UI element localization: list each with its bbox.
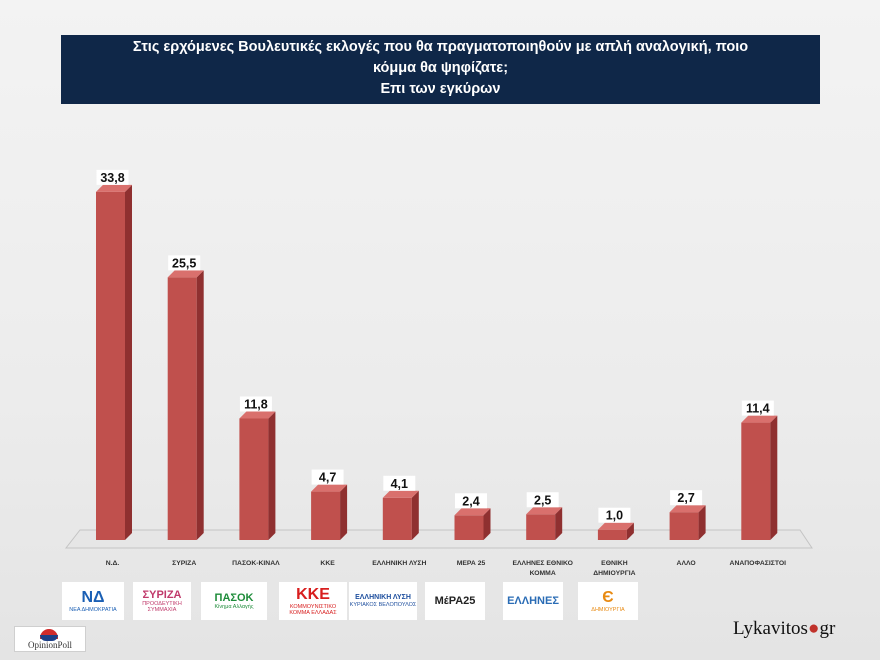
category-label-2: ΠΑΣΟΚ-ΚΙΝΑΛ xyxy=(232,560,280,567)
bar-8 xyxy=(669,512,699,540)
syriza-logo-text: ΠΡΟΟΔΕΥΤΙΚΗ ΣΥΜΜΑΧΙΑ xyxy=(142,601,182,614)
elliniki-lysi-logo-text: ΚΥΡΙΑΚΟΣ ΒΕΛΟΠΟΥΛΟΣ xyxy=(349,601,417,608)
opinionpoll-emblem-lower xyxy=(40,635,58,641)
bar-side-5 xyxy=(483,508,491,540)
bar-5 xyxy=(454,515,484,540)
dimiourgia-logo-text: ΔΗΜΙΟΥΡΓΙΑ xyxy=(591,606,625,613)
bar-0 xyxy=(96,191,125,541)
bar-side-2 xyxy=(268,411,276,540)
bar-top-3 xyxy=(311,484,348,492)
opinionpoll-logo: OpinionPoll xyxy=(14,626,86,652)
data-label-4: 4,1 xyxy=(391,477,408,491)
dimiourgia-logo: Є ΔΗΜΙΟΥΡΓΙΑ xyxy=(578,582,638,620)
brand-tld: gr xyxy=(819,618,836,639)
nd-logo-icon: ΝΔ xyxy=(81,589,105,607)
data-label-bg-6 xyxy=(526,492,559,508)
brand-dot: ● xyxy=(807,618,820,639)
title-line-2: κόμμα θα ψηφίζατε; xyxy=(372,60,509,76)
opinionpoll-emblem-icon xyxy=(40,629,58,639)
data-label-2: 11,8 xyxy=(244,397,268,411)
category-label-6-0: ΕΛΛΗΝΕΣ ΕΘΝΙΚΟ xyxy=(512,560,572,567)
category-label-5: ΜΕΡΑ 25 xyxy=(457,560,486,567)
kke-logo-icon: ΚΚΕ xyxy=(296,586,330,604)
pasok-logo-text: Κίνημα Αλλαγής xyxy=(214,604,254,611)
category-label-7-1: ΔΗΜΙΟΥΡΓΙΑ xyxy=(593,570,635,577)
bar-side-8 xyxy=(698,505,706,540)
ellines-logo: ΕΛΛΗΝΕΣ xyxy=(503,582,563,620)
category-label-4: ΕΛΛΗΝΙΚΗ ΛΥΣΗ xyxy=(372,560,426,567)
data-label-bg-4 xyxy=(383,475,416,491)
bar-side-9 xyxy=(770,415,778,540)
category-label-1: ΣΥΡΙΖΑ xyxy=(172,560,196,567)
data-label-7: 1,0 xyxy=(606,509,623,523)
kke-logo-text: ΚΟΜΜΟΥΝΙΣΤΙΚΟ ΚΟΜΜΑ ΕΛΛΑΔΑΣ xyxy=(289,603,337,616)
data-label-bg-7 xyxy=(598,507,631,523)
nd-logo-text: ΝΕΑ ΔΗΜΟΚΡΑΤΙΑ xyxy=(69,606,117,613)
bar-top-8 xyxy=(669,505,706,513)
bar-side-1 xyxy=(196,270,204,540)
bar-side-3 xyxy=(340,484,348,540)
nd-logo: ΝΔ ΝΕΑ ΔΗΜΟΚΡΑΤΙΑ xyxy=(62,582,124,620)
elliniki-lysi-logo-icon: ΕΛΛΗΝΙΚΗ ΛΥΣΗ xyxy=(355,594,411,602)
data-label-8: 2,7 xyxy=(677,491,694,505)
mera25-logo: ΜέΡΑ25 xyxy=(425,582,485,620)
data-label-3: 4,7 xyxy=(319,471,336,485)
bar-4 xyxy=(382,497,412,540)
category-label-0: Ν.Δ. xyxy=(106,560,120,567)
bar-6 xyxy=(526,514,556,540)
category-label-9: ΑΝΑΠΟΦΑΣΙΣΤΟΙ xyxy=(730,560,787,567)
syriza-logo-icon: ΣΥΡΙΖΑ xyxy=(142,588,182,601)
bar-side-0 xyxy=(125,184,132,541)
data-label-1: 25,5 xyxy=(172,256,196,270)
bar-top-4 xyxy=(382,490,419,498)
bar-top-0 xyxy=(96,184,132,192)
data-label-bg-5 xyxy=(455,493,487,509)
bar-7 xyxy=(597,529,627,540)
elliniki-lysi-logo: ΕΛΛΗΝΙΚΗ ΛΥΣΗ ΚΥΡΙΑΚΟΣ ΒΕΛΟΠΟΥΛΟΣ xyxy=(349,582,417,620)
pasok-logo-icon: ΠΑΣΟΚ xyxy=(214,591,254,604)
bar-2 xyxy=(239,418,269,540)
ellines-logo-icon: ΕΛΛΗΝΕΣ xyxy=(507,594,559,607)
category-label-8: ΑΛΛΟ xyxy=(677,560,696,567)
chart-title: Στις ερχόμενες Βουλευτικές εκλογές που θ… xyxy=(61,35,820,104)
data-label-bg-2 xyxy=(239,396,272,412)
bar-top-7 xyxy=(597,522,634,530)
data-label-bg-8 xyxy=(670,490,703,506)
bar-top-1 xyxy=(167,270,204,278)
bar-3 xyxy=(311,491,341,540)
data-label-0: 33,8 xyxy=(100,171,124,185)
data-label-9: 11,4 xyxy=(746,402,770,416)
opinionpoll-label: OpinionPoll xyxy=(27,640,72,650)
data-label-6: 2,5 xyxy=(534,493,551,507)
bar-side-7 xyxy=(626,522,634,540)
bar-top-6 xyxy=(526,507,563,515)
pasok-logo: ΠΑΣΟΚ Κίνημα Αλλαγής xyxy=(201,582,267,620)
bar-1 xyxy=(167,277,197,540)
bar-top-2 xyxy=(239,411,276,419)
bar-top-9 xyxy=(741,415,778,423)
brand-main: Lykavitos xyxy=(733,618,808,639)
syriza-logo: ΣΥΡΙΖΑ ΠΡΟΟΔΕΥΤΙΚΗ ΣΥΜΜΑΧΙΑ xyxy=(133,582,191,620)
bar-side-6 xyxy=(555,507,563,540)
category-label-6-1: ΚΟΜΜΑ xyxy=(530,570,556,577)
bar-side-4 xyxy=(411,490,419,540)
dimiourgia-logo-icon: Є xyxy=(602,589,614,607)
category-label-7-0: ΕΘΝΙΚΗ xyxy=(601,560,628,567)
title-line-1: Στις ερχόμενες Βουλευτικές εκλογές που θ… xyxy=(132,39,749,55)
data-label-5: 2,4 xyxy=(462,494,479,508)
kke-logo: ΚΚΕ ΚΟΜΜΟΥΝΙΣΤΙΚΟ ΚΟΜΜΑ ΕΛΛΑΔΑΣ xyxy=(279,582,347,620)
data-label-bg-3 xyxy=(311,469,344,485)
category-label-3: ΚΚΕ xyxy=(320,560,335,567)
data-label-bg-0 xyxy=(96,169,129,185)
data-label-bg-1 xyxy=(168,255,201,271)
bar-top-5 xyxy=(454,508,491,516)
title-line-3: Επι των εγκύρων xyxy=(380,81,501,97)
lykavitos-brand: Lykavitos●gr xyxy=(733,618,835,640)
bar-chart: 33,8 Ν.Δ. 25,5 ΣΥΡΙΖΑ 11,8 ΠΑΣΟΚ-ΚΙΝΑΛ 4,7 ΚΚΕ 4… xyxy=(64,169,813,577)
bar-9 xyxy=(741,422,771,540)
data-label-bg-9 xyxy=(741,400,774,416)
mera25-logo-icon: ΜέΡΑ25 xyxy=(434,594,476,607)
